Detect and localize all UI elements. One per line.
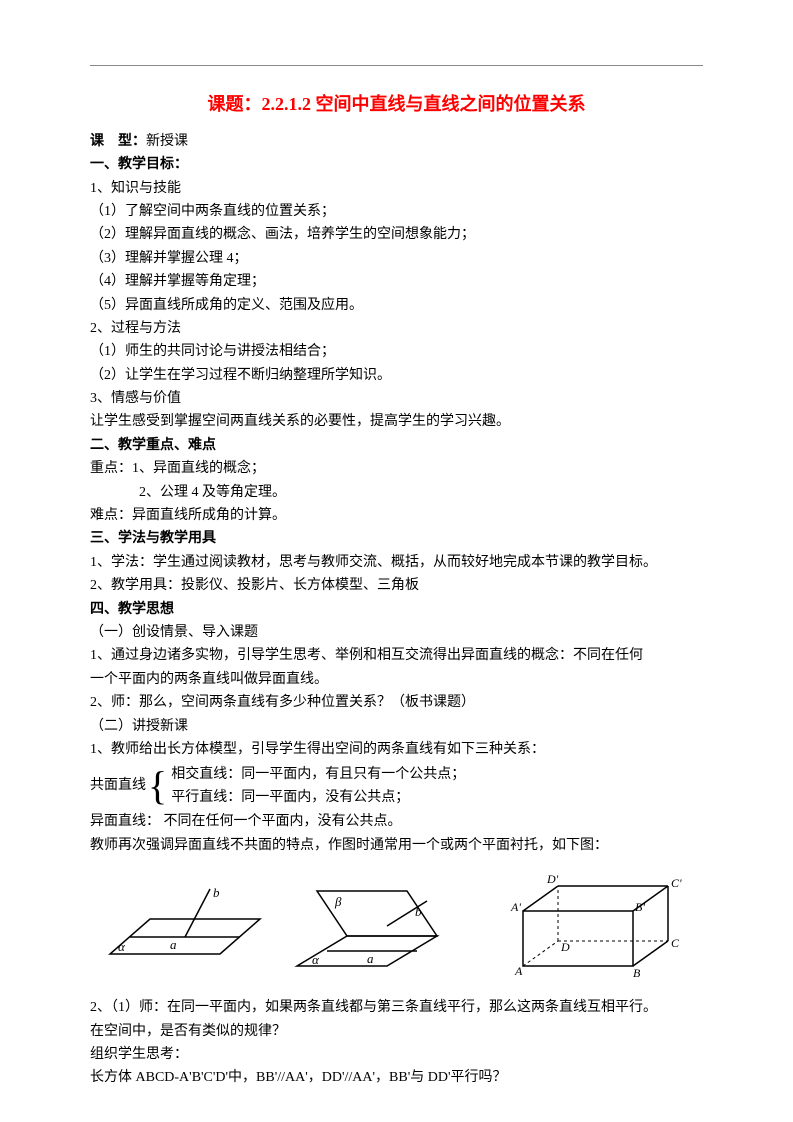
label-alpha: α [118,939,126,954]
s4-p8: 2、（1）师：在同一平面内，如果两条直线都与第三条直线平行，那么这两条直线互相平… [90,997,703,1019]
s1-item2: 2、过程与方法 [90,318,703,340]
diagram-cuboid: A B C D A' B' C' D' [503,871,693,981]
diagram-two-planes: a b α β [287,876,487,976]
s4-p10: 组织学生思考： [90,1044,703,1066]
s4-p6: 异面直线： 不同在任何一个平面内，没有公共点。 [90,811,703,833]
diagram-row: a b α a b α β A B C D A' B' C' D' [90,871,703,981]
s1-item3: 3、情感与价值 [90,388,703,410]
section-1-heading: 一、教学目标： [90,154,703,176]
title-text: 空间中直线与直线之间的位置关系 [316,94,586,114]
brace-structure: 共面直线 { 相交直线：同一平面内，有且只有一个公共点； 平行直线：同一平面内，… [90,763,703,809]
s2-nan: 难点：异面直线所成角的计算。 [90,505,703,527]
s1-item1: 1、知识与技能 [90,178,703,200]
course-type-label: 课 型： [90,134,146,149]
section-4-heading: 四、教学思想 [90,599,703,621]
section-3-heading: 三、学法与教学用具 [90,528,703,550]
top-divider [90,65,703,66]
s1-sub1-1: （1）了解空间中两条直线的位置关系； [90,201,703,223]
s1-sub1-3: （3）理解并掌握公理 4； [90,248,703,270]
label-Ap: A' [510,900,521,914]
s4-p9: 在空间中，是否有类似的规律？ [90,1021,703,1043]
s1-item3-text: 让学生感受到掌握空间两直线关系的必要性，提高学生的学习兴趣。 [90,411,703,433]
s1-sub1-5: （5）异面直线所成角的定义、范围及应用。 [90,295,703,317]
document-title: 课题：2.2.1.2 空间中直线与直线之间的位置关系 [90,90,703,119]
label-a: a [170,937,177,952]
label-Dp: D' [546,872,559,886]
s2-zhong1: 重点：1、异面直线的概念； [90,458,703,480]
label-a2: a [367,951,374,966]
brace-content: 相交直线：同一平面内，有且只有一个公共点； 平行直线：同一平面内，没有公共点； [171,763,465,809]
s4-p7: 教师再次强调异面直线不共面的特点，作图时通常用一个或两个平面衬托，如下图： [90,835,703,857]
label-alpha2: α [312,952,320,967]
s3-item2: 2、教学用具：投影仪、投影片、长方体模型、三角板 [90,575,703,597]
label-b: b [213,885,220,900]
s4-p2a: 1、通过身边诸多实物，引导学生思考、举例和相互交流得出异面直线的概念：不同在任何 [90,645,703,667]
label-Bp: B' [635,900,645,914]
course-type-line: 课 型：新授课 [90,131,703,153]
s3-item1: 1、学法：学生通过阅读教材，思考与教师交流、概括，从而较好地完成本节课的教学目标… [90,552,703,574]
s4-p11: 长方体 ABCD-A'B'C'D'中，BB'//AA'，DD'//AA'，BB'… [90,1067,703,1089]
brace-line-2: 平行直线：同一平面内，没有公共点； [171,787,465,808]
title-prefix: 课题： [208,94,262,114]
s4-p2b: 一个平面内的两条直线叫做异面直线。 [90,669,703,691]
s1-sub1-2: （2）理解异面直线的概念、画法，培养学生的空间想象能力； [90,224,703,246]
label-b2: b [415,904,422,919]
label-C: C [671,936,680,950]
section-2-heading: 二、教学重点、难点 [90,435,703,457]
brace-icon: { [148,766,167,806]
s4-p4: （二）讲授新课 [90,716,703,738]
brace-line-1: 相交直线：同一平面内，有且只有一个公共点； [171,764,465,785]
brace-label: 共面直线 [90,775,146,797]
s1-sub1-4: （4）理解并掌握等角定理； [90,271,703,293]
course-type-value: 新授课 [146,134,188,149]
title-number: 2.2.1.2 [262,94,312,114]
label-A: A [514,964,523,978]
label-B: B [633,966,641,980]
s4-p3: 2、师：那么，空间两条直线有多少种位置关系？（板书课题） [90,692,703,714]
s4-p5: 1、教师给出长方体模型，引导学生得出空间的两条直线有如下三种关系： [90,739,703,761]
s1-sub2-1: （1）师生的共同讨论与讲授法相结合； [90,341,703,363]
s2-zhong2: 2、公理 4 及等角定理。 [90,482,703,504]
s4-p1: （一）创设情景、导入课题 [90,622,703,644]
label-D: D [560,940,570,954]
s1-sub2-2: （2）让学生在学习过程不断归纳整理所学知识。 [90,365,703,387]
label-beta: β [334,894,342,909]
diagram-single-plane: a b α [100,879,270,974]
label-Cp: C' [671,876,682,890]
